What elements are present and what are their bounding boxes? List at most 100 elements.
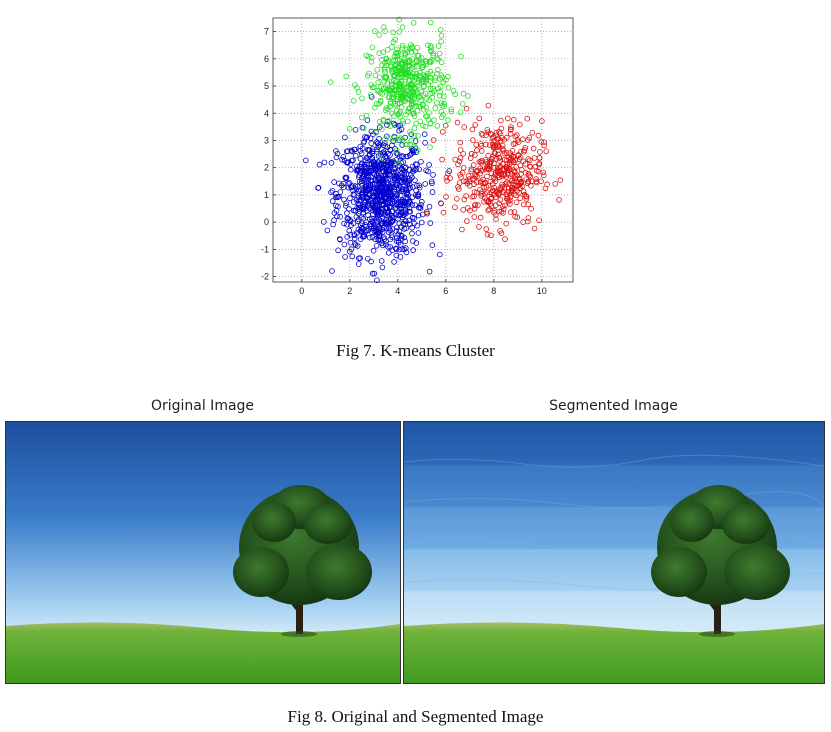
scatter-point [523,196,530,202]
scatter-point [485,199,492,205]
scatter-point [438,59,445,66]
scatter-point [372,28,378,34]
scatter-point [347,217,353,223]
scatter-point [383,238,389,245]
scatter-point [380,152,386,159]
scatter-point [512,213,518,220]
scatter-point [541,142,548,149]
scatter-point [498,230,505,237]
scatter-point [390,218,396,224]
scatter-point [421,76,427,82]
scatter-point [399,233,405,239]
scatter-point [368,140,375,147]
scatter-point [369,215,375,222]
scatter-point [403,209,409,215]
scatter-point [371,84,377,90]
x-tick-label: 6 [443,286,448,296]
scatter-point [450,88,457,94]
scatter-point [408,137,415,144]
scatter-point [488,203,495,209]
scatter-point [398,154,405,160]
scatter-point [513,199,520,206]
scatter-point [352,127,359,133]
scatter-point [399,167,406,173]
scatter-point [415,83,421,89]
scatter-point [528,205,534,212]
scatter-point [416,58,423,65]
scatter-point [380,116,387,123]
scatter-point [444,178,450,184]
scatter-point [516,175,523,182]
scatter-point [390,57,396,64]
scatter-point [502,236,508,242]
scatter-point [415,133,421,139]
scatter-point [352,82,358,88]
scatter-point [386,117,393,124]
scatter-point [448,108,455,115]
scatter-point [503,220,510,227]
scatter-point [413,76,420,82]
scatter-point [493,129,500,136]
scatter-point [426,97,433,104]
fig8-caption: Fig 8. Original and Segmented Image [287,707,544,726]
scatter-point [335,247,341,254]
scatter-point [403,211,409,217]
scatter-point [383,191,390,197]
scatter-point [460,101,466,107]
scatter-point [347,161,354,167]
scatter-point [381,78,387,85]
scatter-point [479,132,486,138]
scatter-point [517,179,524,185]
scatter-point [384,180,391,186]
scatter-point [344,221,350,228]
scatter-point [426,203,433,210]
scatter-point [393,150,400,156]
scatter-point [518,167,525,173]
scatter-point [486,163,493,169]
scatter-point [484,231,491,238]
scatter-series-2 [424,102,564,242]
scatter-point [373,129,379,136]
scatter-point [368,58,375,65]
scatter-point [343,200,349,207]
scatter-point [412,177,418,184]
scatter-point [520,188,527,195]
scatter-point [406,167,413,173]
scatter-point [375,167,381,174]
scatter-point [488,195,495,202]
scatter-point [376,50,383,56]
scatter-point [386,250,392,256]
scatter-point [403,84,410,90]
scatter-point [448,106,455,113]
scatter-point [396,110,402,117]
scatter-point [522,161,529,167]
scatter-point [388,81,395,88]
scatter-point [459,226,465,233]
scatter-point [456,186,462,193]
scatter-point [340,154,347,160]
scatter-point [425,168,431,175]
scatter-point [375,79,381,86]
scatter-point [532,163,539,170]
scatter-point [438,32,445,39]
scatter-point [445,73,451,80]
scatter-point [424,113,430,120]
scatter-point [383,225,390,232]
scatter-point [364,167,370,174]
scatter-point [465,205,471,211]
scatter-point [369,44,376,51]
scatter-point [465,93,471,99]
scatter-point [529,130,536,136]
scatter-point [502,181,509,187]
scatter-point [497,197,504,203]
scatter-point [442,122,449,129]
scatter-point [421,131,428,137]
scatter-point [345,215,352,222]
scatter-point [379,220,385,227]
scatter-point [315,185,321,191]
scatter-point [507,150,513,156]
scatter-point [381,85,387,92]
scatter-point [393,147,400,153]
scatter-point [536,160,543,167]
scatter-point [378,155,385,161]
